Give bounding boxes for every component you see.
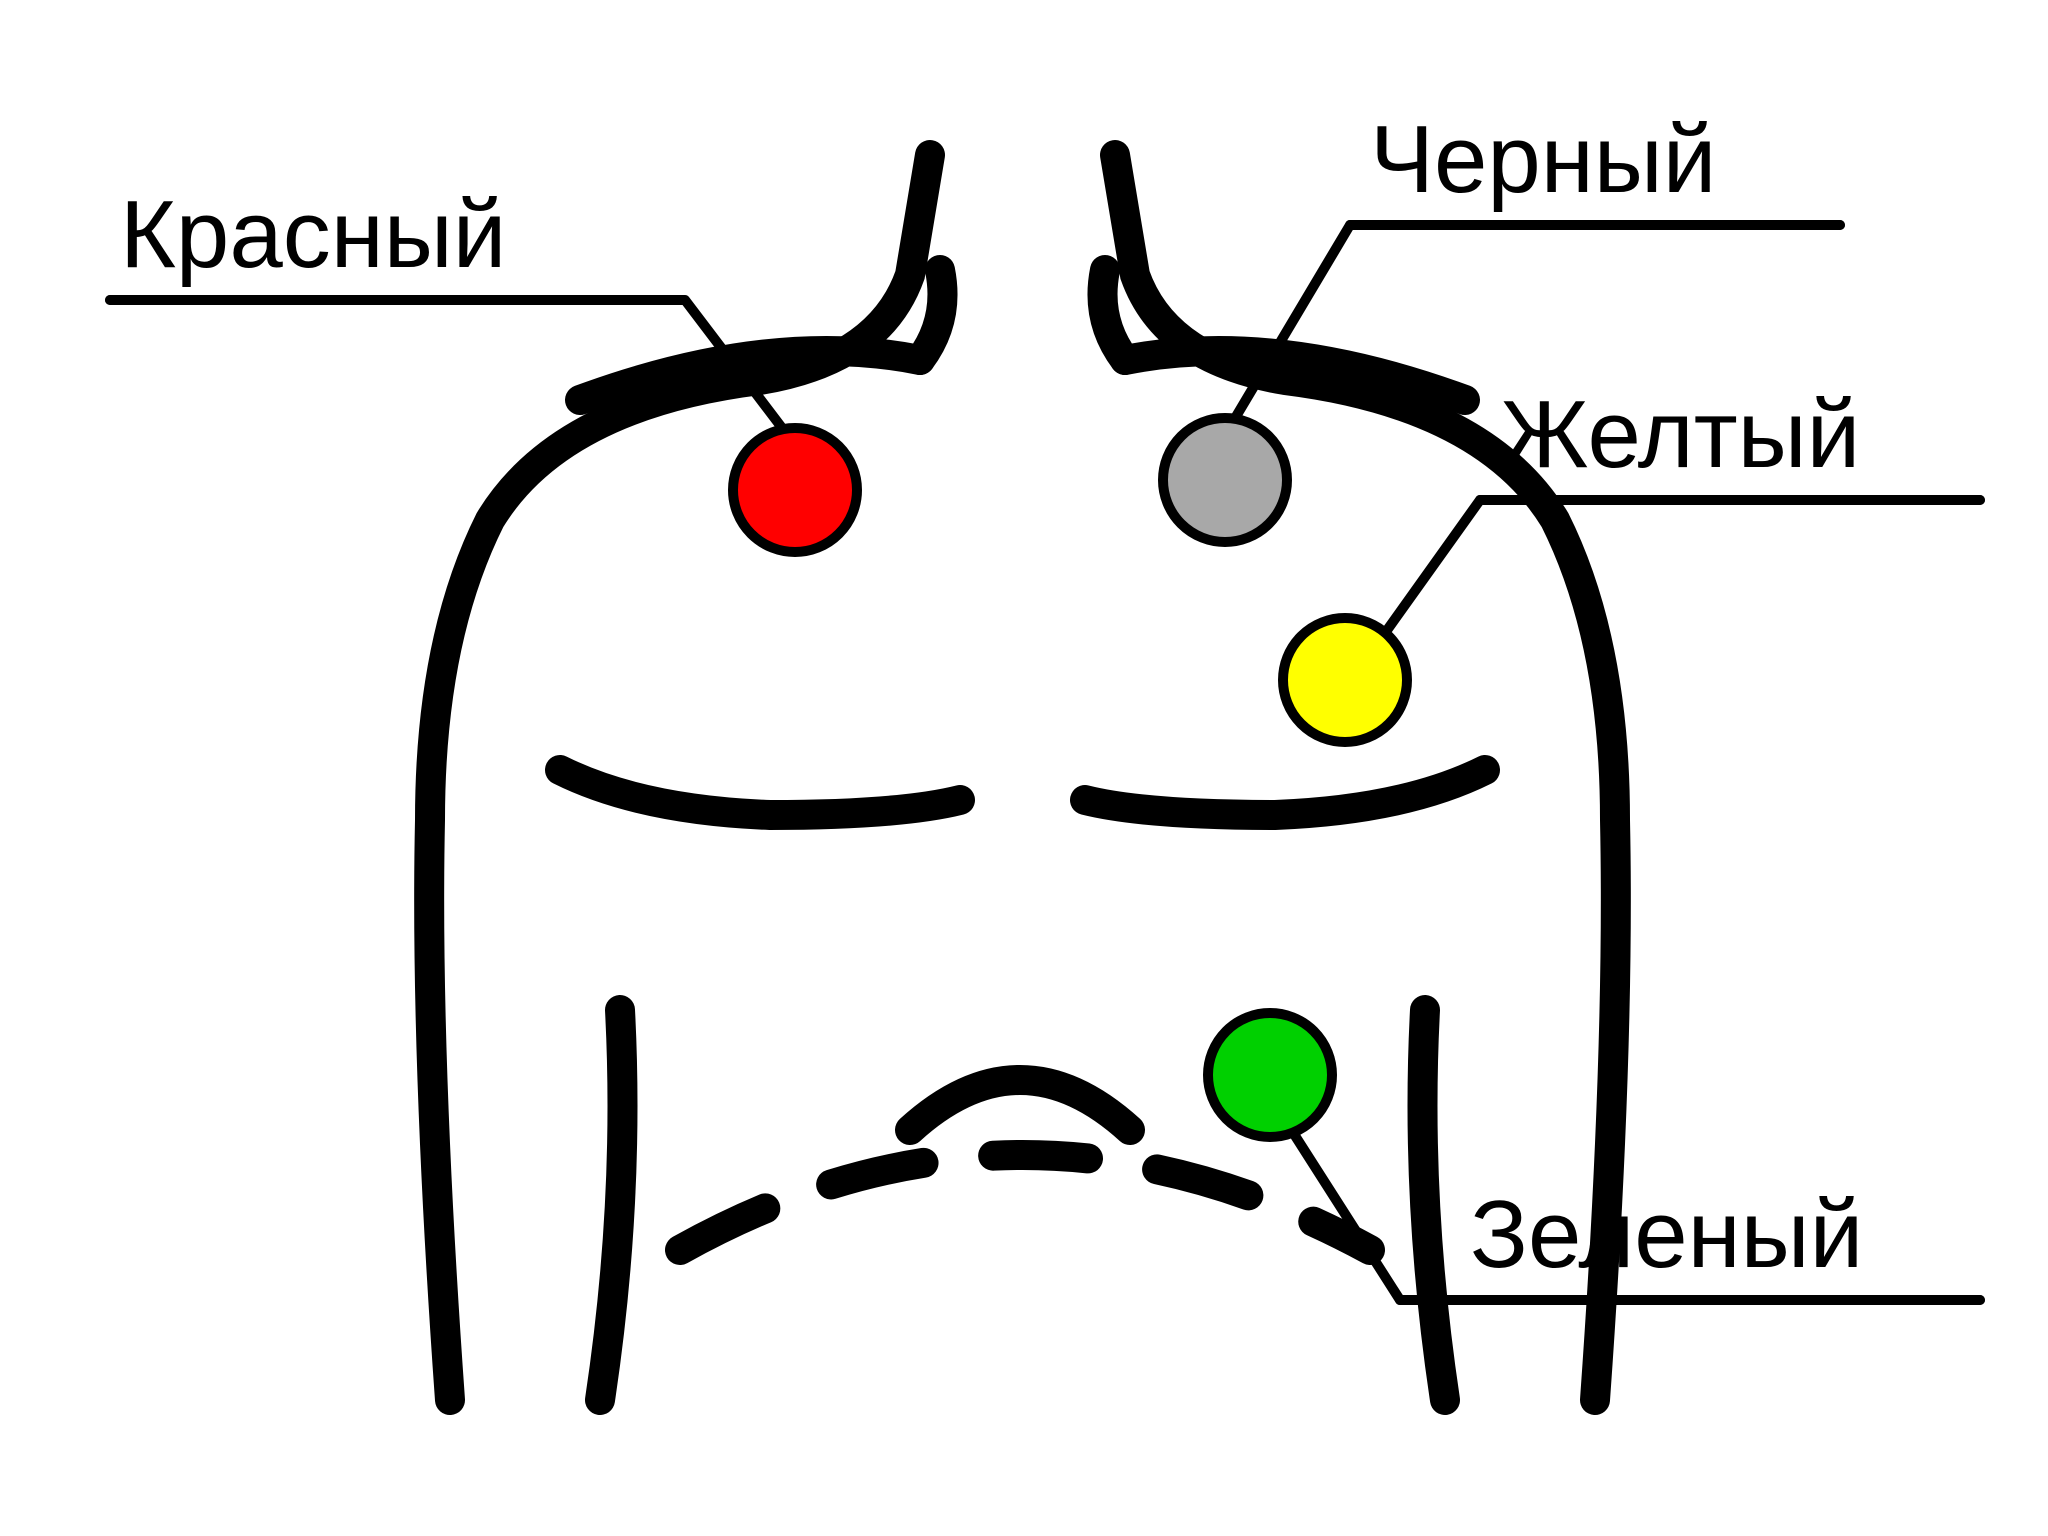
electrode-red	[733, 428, 857, 552]
label-red: Красный	[120, 180, 506, 290]
electrode-black	[1163, 418, 1287, 542]
diagram-stage: Красный Черный Желтый Зеленый	[0, 0, 2048, 1536]
electrode-dots	[733, 418, 1407, 1137]
torso-outline	[429, 155, 1616, 1400]
electrode-green	[1208, 1013, 1332, 1137]
label-yellow: Желтый	[1500, 380, 1860, 490]
label-green: Зеленый	[1470, 1180, 1863, 1290]
electrode-yellow	[1283, 618, 1407, 742]
leader-yellow	[1380, 500, 1980, 640]
label-black: Черный	[1370, 105, 1716, 215]
